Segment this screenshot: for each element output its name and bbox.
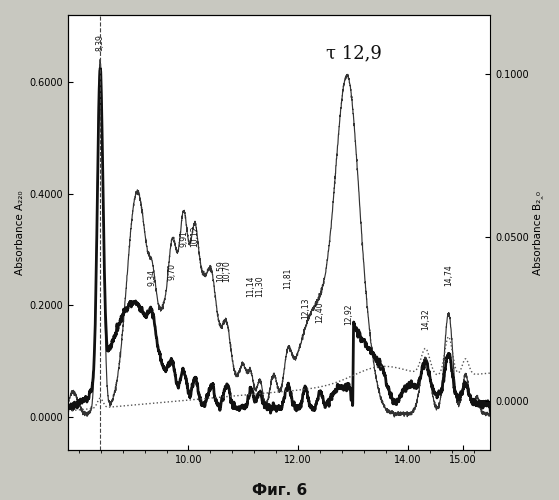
Text: 9,34: 9,34: [148, 268, 157, 285]
Text: 10,70: 10,70: [222, 260, 231, 281]
Text: 11,81: 11,81: [283, 268, 292, 289]
Text: 12,13: 12,13: [301, 298, 310, 319]
Y-axis label: Absorbance A₂₂₀: Absorbance A₂₂₀: [15, 190, 25, 275]
Text: 14,32: 14,32: [421, 308, 430, 330]
Text: 14,74: 14,74: [444, 264, 453, 285]
Text: 10,12: 10,12: [191, 225, 200, 246]
Text: 12,40: 12,40: [316, 302, 325, 323]
Text: Фиг. 6: Фиг. 6: [252, 483, 307, 498]
Text: 10,59: 10,59: [216, 260, 225, 281]
Text: 11,30: 11,30: [255, 275, 264, 296]
Text: τ 12,9: τ 12,9: [326, 44, 381, 62]
Y-axis label: Absorbance B₂‸₀: Absorbance B₂‸₀: [533, 190, 544, 274]
Text: 9,91: 9,91: [179, 230, 188, 246]
Text: 12,92: 12,92: [344, 303, 353, 324]
Text: 9,70: 9,70: [168, 263, 177, 280]
Text: 8,39: 8,39: [96, 34, 105, 51]
Text: 11,14: 11,14: [247, 275, 255, 296]
